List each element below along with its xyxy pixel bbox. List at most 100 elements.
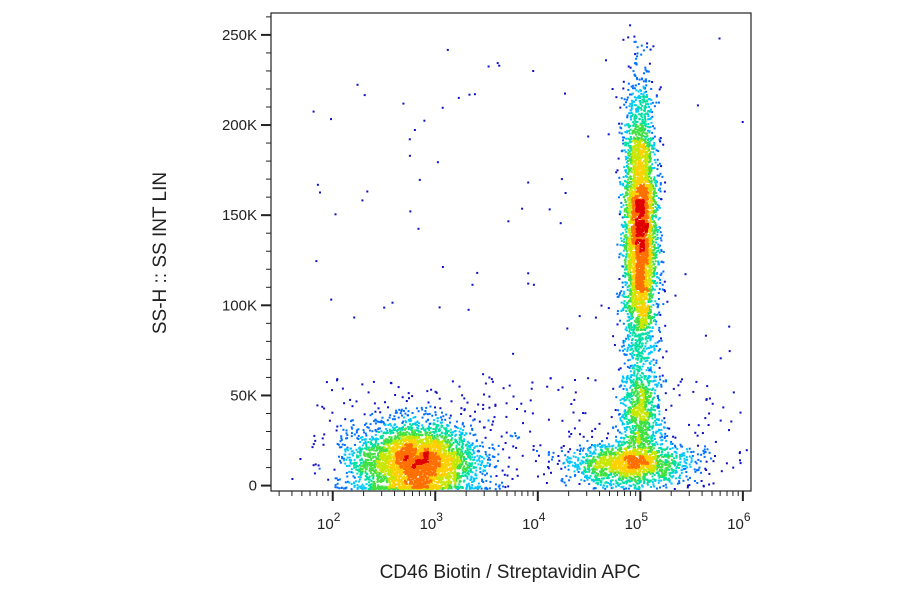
event-dot	[628, 176, 631, 179]
event-dot	[473, 477, 475, 480]
event-dot	[623, 103, 626, 106]
event-dot	[566, 456, 569, 458]
event-dot	[387, 439, 389, 442]
event-dot	[583, 479, 586, 482]
event-dot	[639, 416, 642, 418]
event-dot	[623, 300, 626, 303]
event-dot	[660, 260, 663, 263]
event-dot	[317, 464, 320, 467]
event-dot	[638, 352, 640, 355]
event-dot	[458, 467, 461, 470]
event-dot	[653, 349, 656, 352]
event-dot	[491, 380, 494, 383]
event-dot	[633, 62, 636, 65]
event-dot	[661, 455, 664, 458]
event-dot	[635, 110, 638, 113]
event-dot	[457, 96, 460, 99]
event-dot	[647, 381, 650, 384]
event-dot	[625, 268, 628, 271]
event-dot	[660, 250, 663, 252]
event-dot	[631, 311, 634, 313]
event-dot	[655, 95, 658, 98]
event-dot	[632, 381, 635, 383]
event-dot	[507, 220, 510, 223]
event-dot	[629, 386, 632, 389]
event-dot	[629, 297, 632, 300]
event-dot	[640, 126, 643, 128]
event-dot	[651, 138, 653, 141]
event-dot	[608, 451, 611, 454]
event-dot	[389, 381, 392, 384]
event-dot	[624, 244, 627, 247]
event-dot	[390, 431, 393, 434]
event-dot	[632, 332, 635, 334]
event-dot	[645, 392, 648, 395]
event-dot	[625, 106, 628, 109]
event-dot	[403, 424, 406, 426]
event-dot	[626, 391, 629, 394]
event-dot	[618, 131, 621, 134]
event-dot	[636, 55, 639, 58]
event-dot	[637, 485, 640, 488]
event-dot	[579, 452, 582, 455]
event-dot	[461, 445, 464, 448]
event-dot	[614, 409, 617, 411]
event-dot	[634, 486, 637, 489]
event-dot	[679, 454, 682, 456]
event-dot	[635, 384, 638, 386]
event-dot	[647, 129, 650, 132]
event-dot	[619, 244, 622, 247]
event-dot	[638, 474, 641, 477]
event-dot	[484, 486, 487, 489]
event-dot	[604, 447, 607, 450]
event-dot	[476, 271, 479, 274]
event-dot	[426, 413, 429, 416]
event-dot	[686, 486, 689, 489]
event-dot	[482, 470, 485, 473]
event-dot	[468, 442, 471, 445]
event-dot	[638, 315, 641, 318]
event-dot	[658, 464, 660, 466]
event-dot	[451, 431, 454, 434]
event-dot	[426, 431, 429, 434]
event-dot	[646, 387, 649, 390]
event-dot	[621, 281, 624, 284]
event-dot	[596, 445, 599, 447]
event-dot	[659, 454, 662, 457]
event-dot	[670, 443, 672, 446]
event-dot	[434, 437, 437, 440]
event-dot	[640, 351, 643, 354]
event-dot	[511, 478, 514, 480]
event-dot	[377, 461, 380, 464]
event-dot	[628, 480, 631, 483]
event-dot	[403, 434, 406, 437]
event-dot	[653, 288, 656, 291]
event-dot	[651, 101, 654, 104]
event-dot	[627, 409, 630, 412]
event-dot	[625, 253, 628, 256]
event-dot	[629, 410, 632, 413]
event-dot	[621, 444, 624, 447]
event-dot	[621, 136, 624, 139]
event-dot	[638, 367, 641, 370]
event-dot	[640, 394, 643, 397]
event-dot	[600, 470, 603, 473]
event-dot	[378, 451, 381, 454]
event-dot	[620, 301, 623, 304]
event-dot	[596, 455, 599, 458]
event-dot	[363, 451, 366, 454]
event-dot	[641, 338, 644, 341]
event-dot	[490, 378, 493, 381]
event-dot	[361, 471, 363, 474]
event-dot	[582, 412, 585, 414]
event-dot	[368, 462, 371, 464]
event-dot	[351, 453, 354, 456]
event-dot	[649, 165, 652, 168]
event-dot	[678, 480, 681, 483]
event-dot	[574, 463, 577, 466]
event-dot	[653, 191, 656, 194]
event-dot	[369, 423, 372, 426]
event-dot	[467, 482, 470, 485]
event-dot	[483, 426, 486, 429]
event-dot	[628, 154, 631, 157]
